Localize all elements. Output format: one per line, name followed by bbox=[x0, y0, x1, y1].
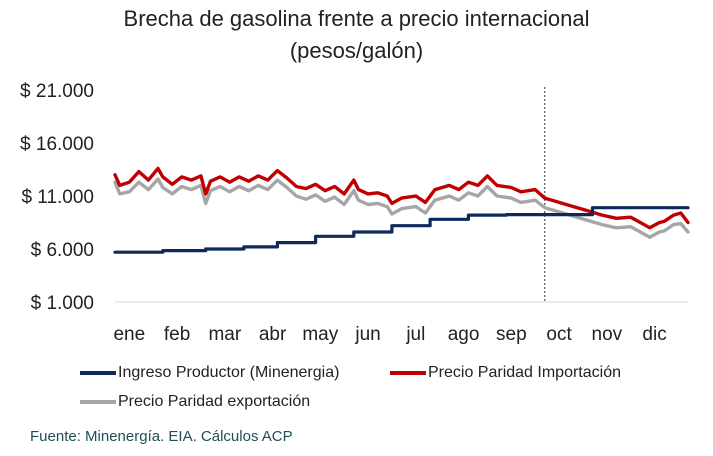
legend-swatch-exportacion bbox=[80, 400, 116, 404]
legend-swatch-ingreso bbox=[80, 371, 116, 375]
series-line-exportacion bbox=[113, 177, 690, 239]
x-tick-label: abr bbox=[259, 324, 287, 345]
x-tick-label: feb bbox=[164, 324, 190, 345]
x-tick-label: mar bbox=[208, 324, 241, 345]
y-tick-label: $ 21.000 bbox=[20, 81, 94, 102]
legend-swatch-importacion bbox=[390, 371, 426, 375]
legend-item-exportacion: Precio Paridad exportación bbox=[80, 393, 310, 411]
x-tick-label: nov bbox=[592, 324, 623, 345]
legend-label-importacion: Precio Paridad Importación bbox=[428, 364, 621, 381]
series-line-ingreso bbox=[113, 206, 690, 254]
x-tick-label: jul bbox=[405, 324, 425, 345]
x-tick-label: may bbox=[302, 324, 338, 345]
y-tick-label: $ 16.000 bbox=[20, 134, 94, 155]
legend-label-ingreso: Ingreso Productor (Minenergia) bbox=[118, 364, 340, 381]
x-tick-label: dic bbox=[642, 324, 666, 345]
x-tick-label: sep bbox=[496, 324, 527, 345]
chart-title: Brecha de gasolina frente a precio inter… bbox=[123, 6, 590, 31]
legend-label-exportacion: Precio Paridad exportación bbox=[118, 393, 311, 410]
x-tick-label: ago bbox=[448, 324, 480, 345]
y-tick-label: $ 1.000 bbox=[31, 293, 94, 314]
chart-subtitle: (pesos/galón) bbox=[289, 38, 424, 63]
y-tick-label: $ 11.000 bbox=[21, 187, 94, 208]
source-note: Fuente: Minenergía. EIA. Cálculos ACP bbox=[30, 428, 293, 445]
x-tick-label: ene bbox=[113, 324, 145, 345]
y-tick-label: $ 6.000 bbox=[31, 240, 94, 261]
plot-area: $ 1.000 $ 6.000 $ 11.000 $ 16.000 $ 21.000 en… bbox=[20, 81, 690, 345]
x-tick-label: jun bbox=[354, 324, 380, 345]
series-line-importacion bbox=[113, 166, 690, 230]
legend-item-ingreso: Ingreso Productor (Minenergia) bbox=[80, 364, 339, 382]
legend-item-importacion: Precio Paridad Importación bbox=[390, 364, 621, 382]
x-tick-label: oct bbox=[546, 324, 572, 345]
